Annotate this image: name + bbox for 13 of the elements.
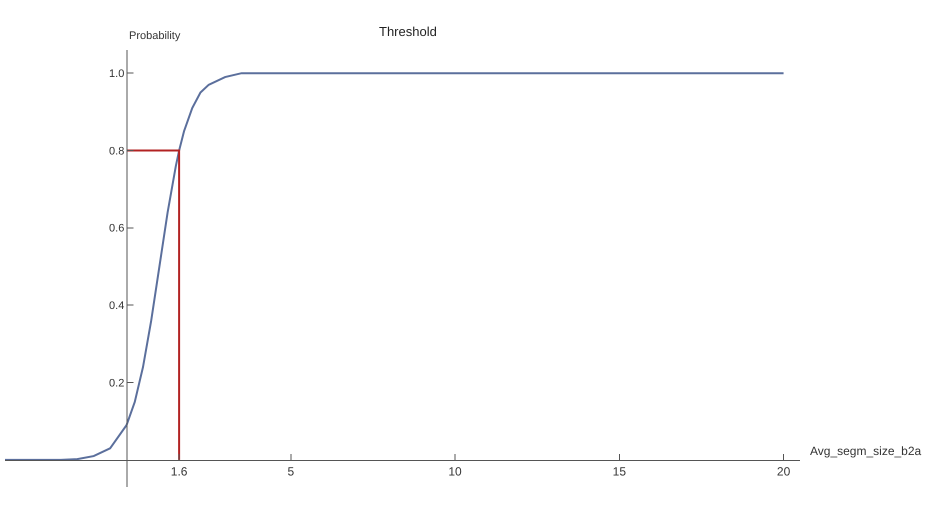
x-tick-label: 20 bbox=[776, 464, 791, 478]
y-tick-label: 1.0 bbox=[109, 68, 124, 80]
y-tick-label: 0.2 bbox=[109, 377, 124, 390]
x-tick-label: 5 bbox=[287, 464, 294, 478]
y-tick-label: 0.8 bbox=[109, 145, 124, 158]
y-tick-label: 0.6 bbox=[109, 222, 124, 235]
chart-title: Threshold bbox=[379, 24, 437, 39]
x-tick-label: 10 bbox=[448, 464, 462, 478]
x-tick-label: 1.6 bbox=[170, 464, 188, 478]
y-tick-label: 0.4 bbox=[109, 300, 124, 312]
x-axis-title: Avg_segm_size_b2a bbox=[810, 444, 922, 458]
x-tick-label: 15 bbox=[612, 464, 626, 478]
y-axis-title: Probability bbox=[129, 30, 181, 42]
